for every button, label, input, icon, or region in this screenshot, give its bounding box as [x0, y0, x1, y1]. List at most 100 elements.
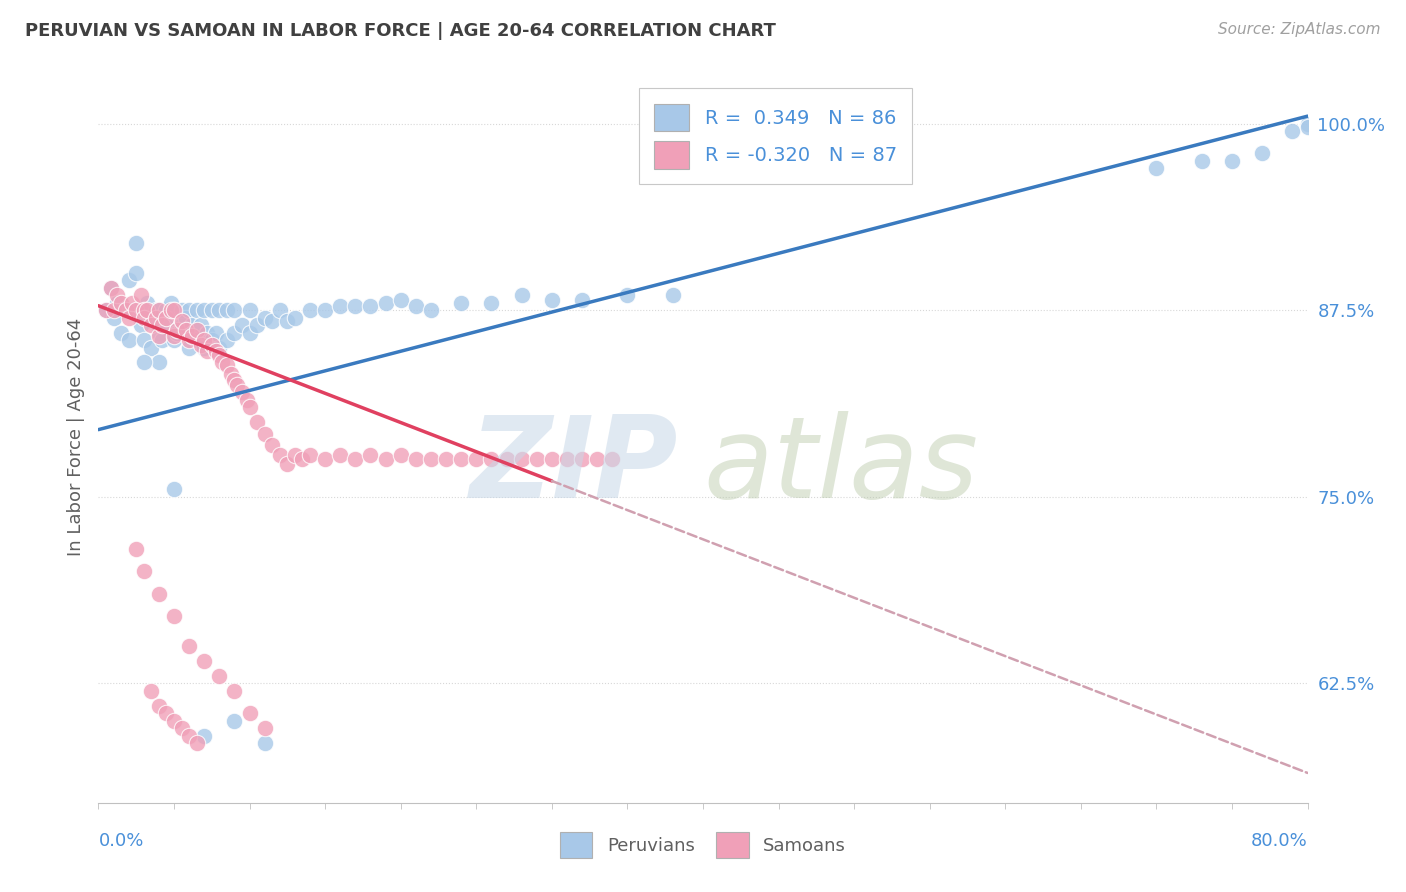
Point: [132, 303, 155, 318]
Point: [374, 295, 396, 310]
Point: [224, 683, 246, 698]
Point: [284, 448, 307, 462]
Text: Source: ZipAtlas.com: Source: ZipAtlas.com: [1218, 22, 1381, 37]
Point: [193, 303, 215, 318]
Point: [239, 326, 262, 340]
Point: [231, 318, 253, 332]
Point: [224, 373, 246, 387]
Point: [269, 303, 291, 318]
Point: [510, 288, 533, 302]
Point: [186, 303, 208, 318]
Point: [193, 333, 215, 347]
Point: [103, 310, 125, 325]
Point: [661, 288, 683, 302]
Point: [141, 310, 163, 325]
Point: [262, 437, 284, 451]
Point: [208, 303, 231, 318]
Point: [208, 341, 231, 355]
Point: [181, 318, 204, 332]
Y-axis label: In Labor Force | Age 20-64: In Labor Force | Age 20-64: [66, 318, 84, 557]
Point: [602, 452, 624, 467]
Point: [344, 299, 367, 313]
Point: [465, 452, 488, 467]
Point: [100, 281, 122, 295]
Point: [170, 303, 193, 318]
Point: [540, 452, 562, 467]
Text: atlas: atlas: [703, 411, 979, 522]
Point: [100, 281, 122, 295]
Point: [141, 683, 163, 698]
Point: [163, 483, 186, 497]
Point: [239, 706, 262, 721]
Point: [145, 303, 167, 318]
Point: [405, 299, 427, 313]
Point: [155, 706, 177, 721]
Point: [420, 303, 443, 318]
Point: [179, 341, 201, 355]
Point: [105, 295, 128, 310]
Text: ZIP: ZIP: [471, 411, 679, 522]
Point: [253, 310, 276, 325]
Point: [226, 377, 249, 392]
Point: [174, 323, 197, 337]
Point: [481, 452, 503, 467]
Point: [114, 303, 136, 318]
Point: [150, 333, 173, 347]
Point: [253, 721, 276, 735]
Point: [179, 639, 201, 653]
Point: [160, 295, 183, 310]
Point: [179, 333, 201, 347]
Point: [291, 452, 314, 467]
Point: [174, 310, 197, 325]
Point: [148, 355, 170, 369]
Point: [148, 587, 170, 601]
Point: [135, 303, 157, 318]
Point: [163, 303, 186, 318]
Point: [150, 318, 173, 332]
Point: [163, 609, 186, 624]
Point: [190, 318, 212, 332]
Point: [193, 341, 215, 355]
Point: [121, 303, 143, 318]
Point: [571, 293, 593, 307]
Point: [118, 310, 141, 325]
Point: [284, 310, 307, 325]
Point: [125, 235, 148, 250]
Point: [170, 721, 193, 735]
Point: [208, 348, 231, 362]
Point: [360, 299, 382, 313]
Point: [374, 452, 396, 467]
Point: [148, 303, 170, 318]
Point: [181, 328, 204, 343]
Text: PERUVIAN VS SAMOAN IN LABOR FORCE | AGE 20-64 CORRELATION CHART: PERUVIAN VS SAMOAN IN LABOR FORCE | AGE …: [25, 22, 776, 40]
Point: [299, 448, 322, 462]
Point: [481, 295, 503, 310]
Point: [179, 729, 201, 743]
Point: [253, 736, 276, 750]
Point: [145, 310, 167, 325]
Point: [224, 303, 246, 318]
Point: [132, 565, 155, 579]
Point: [1281, 124, 1303, 138]
Point: [114, 303, 136, 318]
Point: [125, 542, 148, 557]
Point: [510, 452, 533, 467]
Point: [135, 295, 157, 310]
Point: [129, 288, 152, 302]
Point: [231, 385, 253, 400]
Point: [495, 452, 517, 467]
Point: [586, 452, 609, 467]
Point: [141, 318, 163, 332]
Point: [276, 313, 298, 327]
Point: [299, 303, 322, 318]
Point: [405, 452, 427, 467]
Point: [155, 318, 177, 332]
Point: [389, 293, 412, 307]
Point: [616, 288, 638, 302]
Point: [125, 303, 148, 318]
Point: [360, 448, 382, 462]
Point: [160, 303, 183, 318]
Point: [1296, 120, 1319, 134]
Point: [141, 341, 163, 355]
Point: [571, 452, 593, 467]
